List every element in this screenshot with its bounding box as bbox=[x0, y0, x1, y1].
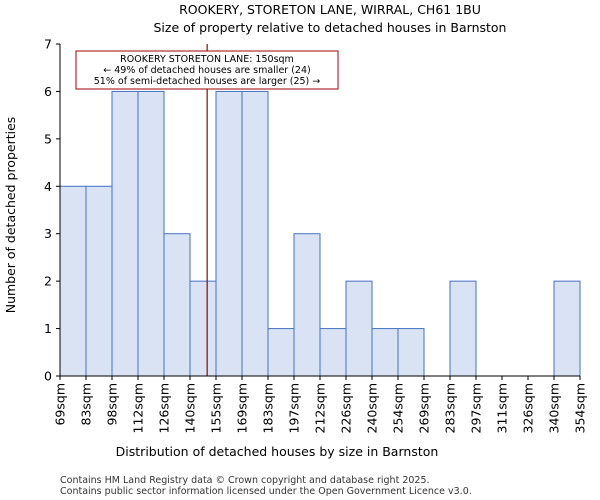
x-axis-label: Distribution of detached houses by size … bbox=[116, 444, 439, 459]
x-tick-label: 226sqm bbox=[339, 383, 354, 433]
bar-340sqm bbox=[553, 280, 581, 377]
y-tick-label: 2 bbox=[44, 274, 52, 289]
y-tick-label: 4 bbox=[44, 179, 52, 194]
x-tick-label: 283sqm bbox=[443, 383, 458, 433]
y-tick-label: 5 bbox=[44, 131, 52, 146]
x-tick-label: 269sqm bbox=[417, 383, 432, 433]
x-tick-label: 140sqm bbox=[183, 383, 198, 433]
bar-240sqm bbox=[371, 328, 399, 377]
x-tick-label: 98sqm bbox=[105, 383, 120, 426]
y-ticks: 0 1 2 3 4 5 6 7 bbox=[44, 37, 60, 384]
y-tick-label: 1 bbox=[44, 321, 52, 336]
bar-254sqm bbox=[397, 328, 425, 377]
bar-283sqm bbox=[449, 280, 477, 377]
bar-112sqm bbox=[137, 90, 165, 377]
footer-line-1: Contains HM Land Registry data © Crown c… bbox=[60, 475, 430, 486]
y-axis-label: Number of detached properties bbox=[3, 117, 18, 314]
x-tick-label: 254sqm bbox=[391, 383, 406, 433]
y-tick-label: 7 bbox=[44, 37, 52, 52]
chart-title: ROOKERY, STORETON LANE, WIRRAL, CH61 1BU bbox=[179, 2, 481, 17]
x-tick-label: 297sqm bbox=[469, 383, 484, 433]
bar-140sqm bbox=[189, 280, 217, 377]
y-tick-label: 3 bbox=[44, 226, 52, 241]
annotation-frame bbox=[75, 50, 339, 90]
bar-169sqm bbox=[241, 90, 269, 377]
x-tick-label: 183sqm bbox=[261, 383, 276, 433]
bar-226sqm bbox=[345, 280, 373, 377]
x-tick-label: 69sqm bbox=[53, 383, 68, 426]
bar-126sqm bbox=[163, 233, 191, 377]
bar-155sqm bbox=[215, 90, 243, 377]
y-tick-label: 0 bbox=[44, 369, 52, 384]
x-tick-label: 197sqm bbox=[287, 383, 302, 433]
x-tick-label: 126sqm bbox=[157, 383, 172, 433]
x-tick-label: 326sqm bbox=[521, 383, 536, 433]
bar-197sqm bbox=[293, 233, 321, 377]
x-tick-label: 340sqm bbox=[547, 383, 562, 433]
chart-subtitle: Size of property relative to detached ho… bbox=[154, 20, 507, 35]
x-ticks: 69sqm 83sqm 98sqm 112sqm 126sqm 140sqm 155sqm 1… bbox=[53, 376, 588, 433]
x-tick-label: 240sqm bbox=[365, 383, 380, 433]
bars-layer bbox=[59, 90, 581, 377]
x-tick-label: 354sqm bbox=[573, 383, 588, 433]
x-tick-label: 169sqm bbox=[235, 383, 250, 433]
y-tick-label: 6 bbox=[44, 84, 52, 99]
footer-line-2: Contains public sector information licen… bbox=[60, 486, 472, 497]
bar-69sqm bbox=[59, 185, 87, 377]
annotation-line-1: ROOKERY STORETON LANE: 150sqm bbox=[120, 54, 294, 65]
x-tick-label: 212sqm bbox=[313, 383, 328, 433]
annotation-line-3: 51% of semi-detached houses are larger (… bbox=[94, 76, 321, 87]
bar-83sqm bbox=[85, 185, 113, 377]
annotation-box: ROOKERY STORETON LANE: 150sqm ← 49% of d… bbox=[75, 50, 339, 90]
annotation-line-2: ← 49% of detached houses are smaller (24… bbox=[103, 65, 310, 76]
bar-212sqm bbox=[319, 328, 347, 377]
bar-183sqm bbox=[267, 328, 295, 377]
x-tick-label: 311sqm bbox=[495, 383, 510, 433]
x-tick-label: 155sqm bbox=[209, 383, 224, 433]
bar-98sqm bbox=[111, 90, 139, 377]
x-tick-label: 112sqm bbox=[131, 383, 146, 433]
x-tick-label: 83sqm bbox=[79, 383, 94, 426]
